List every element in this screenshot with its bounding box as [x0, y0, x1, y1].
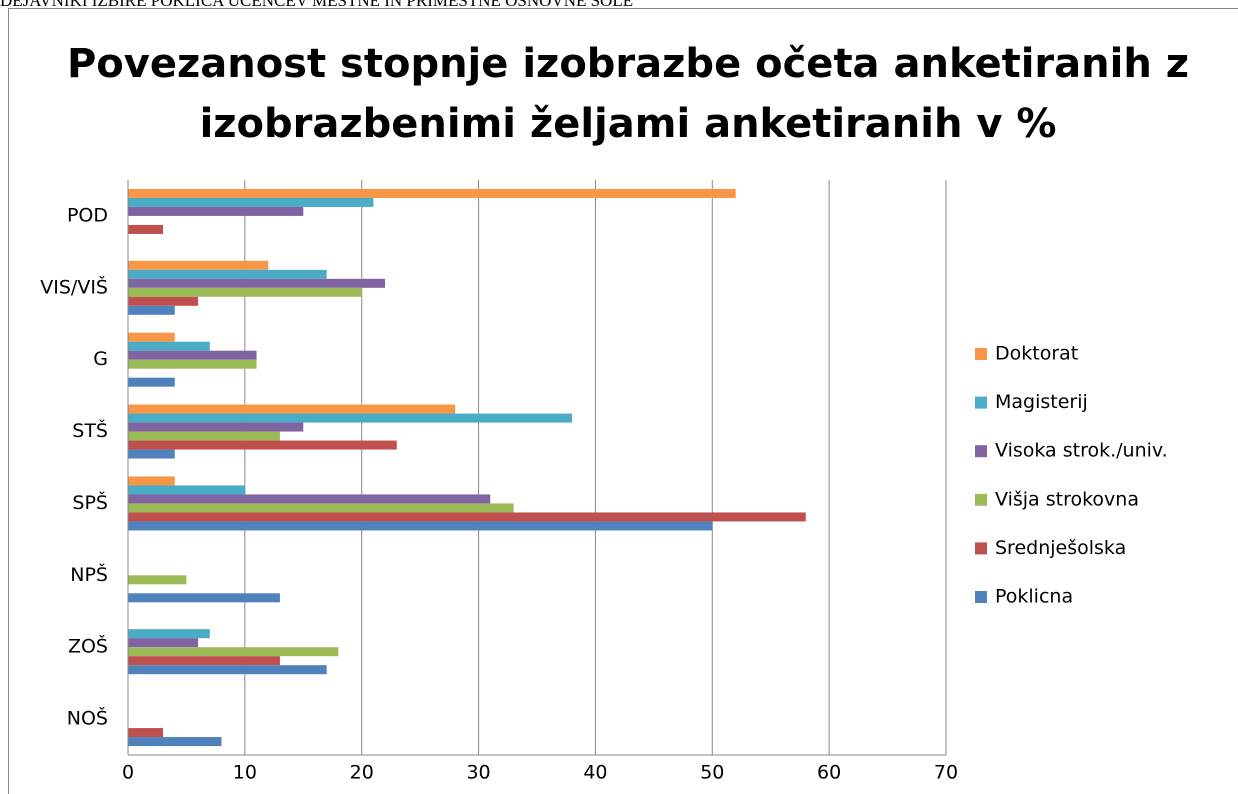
- bar: [128, 449, 175, 459]
- bar: [128, 377, 175, 387]
- chart-title: izobrazbenimi željami anketiranih v %: [200, 101, 1057, 147]
- y-tick-label: STŠ: [72, 418, 108, 442]
- bar: [128, 629, 210, 639]
- y-tick-label: VIS/VIŠ: [40, 274, 108, 298]
- bar: [128, 737, 222, 747]
- legend-label: Doktorat: [995, 343, 1078, 365]
- bar: [128, 404, 456, 414]
- bar: [128, 593, 280, 603]
- bar: [128, 521, 713, 531]
- legend-swatch: [975, 348, 987, 360]
- chart-title: Povezanost stopnje izobrazbe očeta anket…: [67, 41, 1189, 87]
- bar: [128, 413, 573, 423]
- bar: [128, 188, 736, 198]
- bar: [128, 494, 491, 504]
- legend-swatch: [975, 396, 987, 409]
- bar: [128, 260, 269, 270]
- bar: [128, 512, 806, 522]
- x-tick-label: 40: [583, 762, 607, 784]
- bar: [128, 728, 164, 738]
- y-tick-label: SPŠ: [72, 490, 108, 514]
- x-tick-label: 0: [122, 762, 134, 784]
- x-tick-label: 70: [934, 762, 958, 784]
- bar: [128, 350, 257, 360]
- bar: [128, 296, 199, 306]
- bar: [128, 647, 339, 657]
- bar: [128, 305, 175, 315]
- legend-label: Višja strokovna: [995, 488, 1139, 510]
- bar: [128, 287, 362, 297]
- y-tick-label: NPŠ: [70, 562, 108, 586]
- legend-swatch: [975, 542, 987, 555]
- chart-frame: [8, 8, 1238, 794]
- x-tick-label: 30: [466, 762, 490, 784]
- bar: [128, 476, 175, 486]
- bar: [128, 269, 327, 279]
- legend-label: Visoka strok./univ.: [995, 440, 1168, 462]
- bar: [128, 359, 257, 369]
- y-tick-label: POD: [67, 204, 108, 226]
- bar: [128, 440, 397, 450]
- legend-label: Poklicna: [995, 586, 1073, 608]
- legend-label: Magisterij: [995, 391, 1088, 413]
- x-tick-label: 20: [350, 762, 374, 784]
- bar: [128, 431, 280, 441]
- y-tick-label: NOŠ: [67, 706, 108, 730]
- legend-swatch: [975, 445, 987, 458]
- bar: [128, 485, 245, 495]
- bar: [128, 197, 374, 207]
- bar: [128, 656, 280, 666]
- x-tick-label: 50: [700, 762, 724, 784]
- bar: [128, 278, 386, 288]
- bar: [128, 341, 210, 351]
- bar: [128, 332, 175, 342]
- page-header: DEJAVNIKI IZBIRE POKLICA UČENCEV MESTNE …: [0, 0, 633, 10]
- bar: [128, 638, 199, 648]
- legend-label: Srednješolska: [995, 537, 1126, 559]
- legend-swatch: [975, 591, 987, 603]
- bar: [128, 224, 164, 234]
- y-tick-label: ZOŠ: [68, 634, 108, 658]
- legend-swatch: [975, 493, 987, 506]
- x-tick-label: 10: [233, 762, 257, 784]
- y-tick-label: G: [93, 348, 108, 370]
- bar: [128, 575, 187, 585]
- x-tick-label: 60: [817, 762, 841, 784]
- bar: [128, 422, 304, 432]
- bar: [128, 206, 304, 216]
- bar: [128, 503, 514, 513]
- bar: [128, 665, 327, 675]
